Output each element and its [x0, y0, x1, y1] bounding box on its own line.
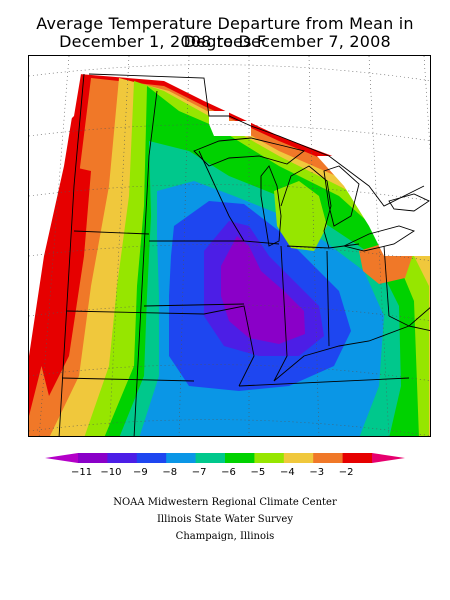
legend-arrow-low: [45, 453, 78, 463]
border-in-oh: [326, 250, 330, 347]
legend-swatch-minus-11: [78, 453, 108, 463]
legend-swatch-minus-8: [166, 453, 197, 463]
border-ky-tn: [238, 377, 410, 387]
border-ks-ok: [61, 377, 195, 382]
legend-label: −2: [339, 467, 354, 478]
legend-label: −3: [309, 467, 324, 478]
border-il-in: [273, 245, 288, 382]
legend-label: −4: [280, 467, 295, 478]
legend-swatch-minus-9: [136, 453, 167, 463]
credit-noaa: NOAA Midwestern Regional Climate Center: [113, 497, 337, 508]
no-data-ne-corner: [279, 56, 430, 156]
credit-location: Champaign, Illinois: [175, 531, 275, 542]
legend-label: −7: [192, 467, 207, 478]
legend-swatch-minus-7: [195, 453, 226, 463]
map-subtitle: December 1, 2008 to December 7, 2008: [59, 32, 391, 51]
state-borders: [58, 73, 430, 436]
map-title: Average Temperature Departure from Mean …: [36, 14, 414, 51]
map-canvas: [29, 56, 430, 436]
lake-erie: [342, 225, 416, 252]
border-west-1: [58, 73, 85, 436]
lower-michigan-coast: [280, 165, 332, 249]
no-data-areas: [29, 56, 430, 256]
legend-swatch-minus-5: [254, 453, 285, 463]
no-data-nw-corner: [29, 56, 84, 146]
border-ne-ks: [66, 310, 205, 315]
lake-ontario: [388, 193, 430, 212]
lake-michigan: [260, 165, 282, 247]
legend-label: −10: [100, 467, 121, 478]
west-red-strip: [39, 166, 91, 396]
lake-huron: [323, 165, 360, 227]
border-va: [408, 325, 430, 332]
legend-bar: [45, 453, 405, 463]
legend-label: −11: [71, 467, 92, 478]
border-dakotas: [73, 230, 150, 235]
legend-swatch-minus-6: [225, 453, 255, 463]
border-mo-ar: [203, 305, 255, 387]
legend-swatch-minus-2: [342, 453, 373, 463]
canada-border: [88, 73, 425, 207]
temperature-departure-map: [28, 55, 431, 437]
legend-swatch-minus-3: [313, 453, 344, 463]
legend-label: −9: [133, 467, 148, 478]
border-mi-in: [286, 245, 330, 249]
lake-superior: [193, 137, 306, 167]
michigan-warm-spot: [274, 181, 327, 251]
legend-swatch-minus-4: [283, 453, 314, 463]
great-lakes: [88, 73, 430, 252]
legend-label: −5: [251, 467, 266, 478]
credit-isws: Illinois State Water Survey: [156, 514, 293, 525]
legend-label: −8: [162, 467, 177, 478]
legend-label: −6: [221, 467, 236, 478]
no-data-east: [317, 156, 430, 256]
border-oh-pa: [383, 245, 390, 317]
border-mn-wi: [198, 150, 245, 242]
border-ky-north: [273, 325, 410, 382]
no-data-north: [209, 111, 251, 136]
band-minus-11: [221, 236, 305, 344]
border-west-2: [133, 90, 158, 436]
temperature-bands: [29, 56, 430, 436]
legend-swatch-minus-10: [107, 453, 138, 463]
legend-arrow-high: [372, 453, 405, 463]
legend-labels: −11 −10 −9 −8 −7 −6 −5 −4 −3 −2: [71, 467, 354, 478]
border-ia-mo: [143, 303, 245, 307]
color-legend: −11 −10 −9 −8 −7 −6 −5 −4 −3 −2: [45, 453, 405, 478]
